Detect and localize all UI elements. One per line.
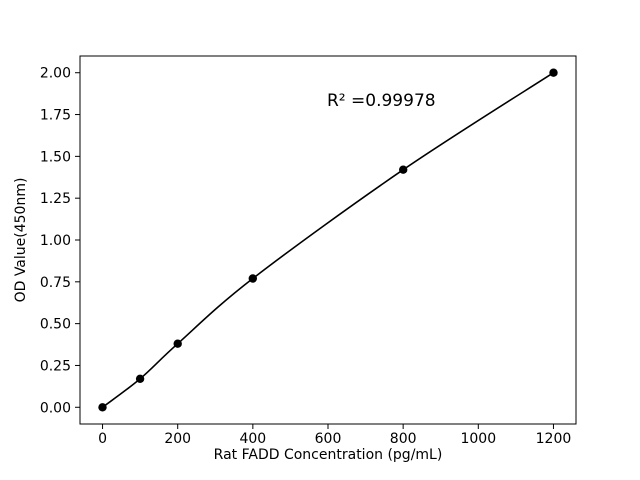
y-tick-label: 1.00 [40,233,71,249]
x-tick-label: 0 [98,431,107,447]
x-tick-label: 1000 [460,431,496,447]
y-tick-label: 0.00 [40,400,71,416]
r-squared-annotation: R² =0.99978 [327,91,436,111]
y-tick-label: 1.75 [40,108,71,124]
plot-frame [79,55,577,425]
data-point [399,165,408,174]
x-tick-label: 200 [164,431,191,447]
data-point [173,339,182,348]
x-tick-label: 800 [390,431,417,447]
y-tick-label: 0.50 [40,317,71,333]
y-tick-label: 2.00 [40,66,71,82]
x-tick-label: 1200 [536,431,572,447]
y-tick-label: 0.25 [40,358,71,374]
data-point [135,374,145,383]
y-tick-label: 1.25 [40,191,71,207]
y-tick-label: 0.75 [40,275,71,291]
data-point [248,274,257,283]
x-tick-label: 600 [315,431,342,447]
y-tick-label: 1.50 [40,149,71,165]
fit-curve [102,72,554,408]
data-point [98,403,107,412]
x-axis-label: Rat FADD Concentration (pg/mL) [213,447,443,463]
x-tick-label: 400 [239,431,266,447]
y-axis-label: OD Value(450nm) [13,177,29,303]
data-point [549,68,558,77]
